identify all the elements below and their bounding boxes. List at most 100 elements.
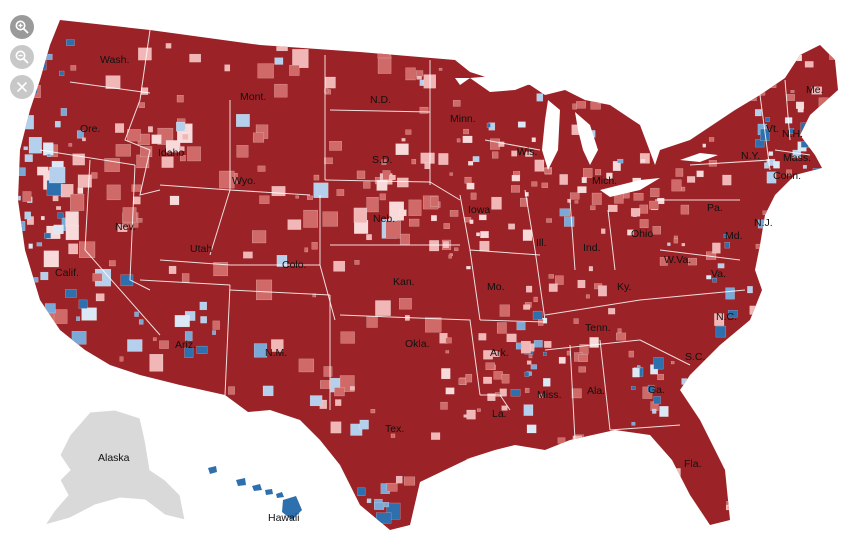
county-patch [511, 185, 520, 193]
county-patch [239, 449, 246, 454]
county-patch [375, 38, 388, 50]
county-patch [466, 458, 477, 468]
county-patch [44, 303, 56, 314]
county-patch [429, 240, 440, 252]
county-patch [389, 174, 396, 181]
county-patch [544, 168, 552, 174]
county-patch [18, 393, 24, 402]
county-patch [32, 58, 47, 71]
county-patch [656, 469, 662, 474]
county-patch [595, 169, 602, 176]
county-patch [397, 177, 409, 188]
county-patch [468, 161, 474, 166]
county-patch [40, 216, 45, 221]
county-patch [23, 146, 28, 151]
label-la: La. [492, 408, 507, 420]
county-patch [311, 242, 318, 250]
county-patch [498, 141, 505, 147]
county-patch [543, 351, 547, 356]
county-patch [36, 242, 43, 247]
county-patch [399, 298, 412, 310]
county-patch [430, 196, 439, 207]
county-patch [81, 399, 93, 412]
county-patch [308, 34, 313, 40]
county-patch [695, 41, 703, 49]
county-patch [176, 121, 185, 132]
county-patch [478, 333, 487, 341]
county-patch [418, 497, 434, 516]
county-patch [466, 513, 472, 519]
label-id: Idaho [158, 147, 184, 159]
county-patch [766, 484, 776, 497]
county-patch [445, 350, 450, 354]
county-patch [241, 520, 256, 530]
county-patch [834, 336, 838, 342]
county-patch [815, 241, 822, 249]
county-patch [804, 515, 814, 527]
county-patch [783, 415, 788, 421]
county-patch [72, 153, 85, 166]
hawaii[interactable] [208, 466, 302, 520]
county-patch [768, 151, 774, 156]
county-patch [271, 186, 286, 197]
county-patch [572, 103, 577, 110]
county-patch [585, 294, 590, 299]
county-patch [309, 395, 323, 407]
county-patch [652, 226, 661, 235]
county-patch [240, 470, 244, 474]
county-patch [431, 215, 437, 222]
county-patch [377, 41, 392, 59]
reset-button[interactable] [10, 75, 34, 99]
county-patch [435, 524, 444, 530]
zoom-out-button[interactable] [10, 45, 34, 69]
county-patch [802, 165, 807, 169]
label-vt: Vt. [766, 123, 779, 135]
zoom-in-button[interactable] [10, 15, 34, 39]
county-patch [530, 364, 537, 370]
label-sd: S.D. [372, 154, 392, 166]
county-patch [54, 121, 61, 128]
county-patch [454, 247, 459, 252]
county-patch [696, 170, 704, 178]
county-patch [616, 332, 627, 341]
alaska[interactable] [43, 409, 186, 526]
county-patch [181, 273, 190, 283]
county-patch [53, 404, 61, 412]
county-patch [723, 463, 728, 468]
label-ma: Mass. [783, 152, 811, 164]
county-patch [122, 207, 137, 223]
county-patch [680, 204, 690, 215]
county-patch [68, 243, 79, 255]
county-patch [18, 221, 26, 231]
county-patch [480, 231, 489, 239]
county-patch [408, 199, 422, 216]
county-patch [477, 408, 481, 412]
county-patch [795, 101, 805, 109]
county-patch [92, 273, 103, 282]
county-patch [611, 79, 620, 88]
county-patch [205, 423, 221, 443]
label-nm: N.M. [265, 347, 287, 359]
county-patch [499, 388, 507, 397]
county-patch [681, 243, 686, 247]
county-patch [317, 480, 324, 488]
county-patch [541, 450, 546, 455]
county-patch [653, 396, 661, 405]
county-patch [43, 142, 54, 156]
county-patch [226, 492, 238, 505]
county-patch [681, 378, 688, 385]
county-patch [576, 101, 586, 109]
label-ok: Okla. [405, 338, 430, 350]
county-patch [466, 409, 476, 420]
county-patch [794, 514, 798, 518]
county-patch [65, 380, 77, 390]
county-patch [493, 351, 500, 357]
county-patch [648, 506, 653, 511]
county-patch [755, 507, 766, 519]
county-patch [316, 516, 328, 528]
county-patch [136, 512, 145, 522]
county-patch [276, 255, 288, 267]
label-ne: Neb. [373, 213, 395, 225]
county-patch [511, 150, 518, 157]
